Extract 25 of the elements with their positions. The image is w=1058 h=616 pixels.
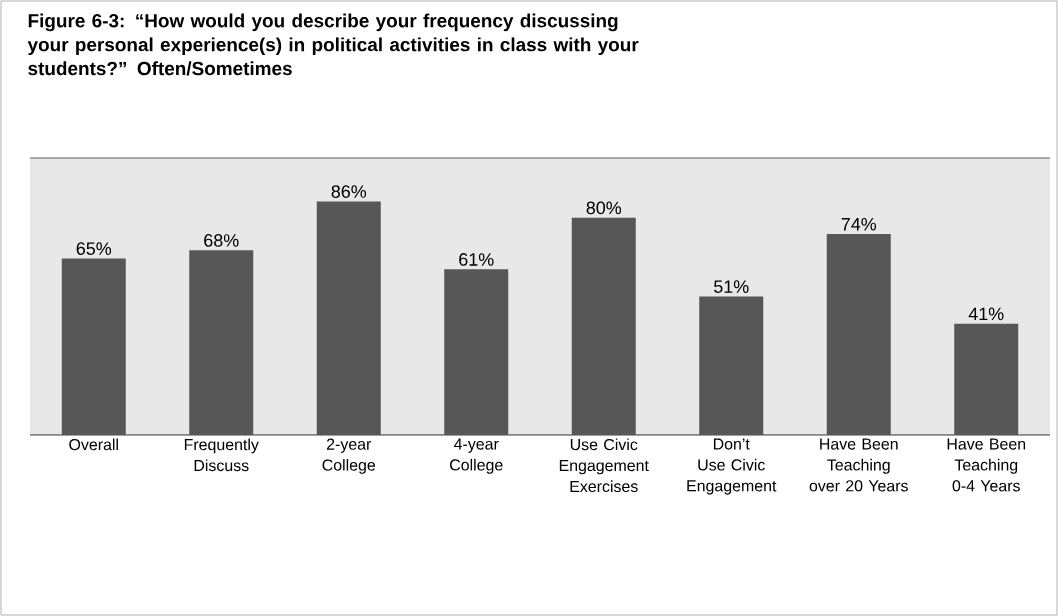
- x-tick-label: 4-year College: [450, 438, 503, 474]
- data-label: 80%: [586, 201, 622, 215]
- bar: [316, 201, 381, 435]
- x-tick-label: Use Civic Engagement Exercises: [559, 438, 649, 493]
- x-tick-label: Frequently Discuss: [184, 438, 259, 472]
- chart-title: Figure 6-3: “How would you describe your frequency discussing your personal experience(s) in political activities in class with your students?” Often/Sometimes: [27, 13, 639, 76]
- data-label: 86%: [331, 185, 367, 198]
- bar: [444, 269, 509, 435]
- x-tick-label: Have Been Teaching 0-4 Years: [947, 438, 1026, 492]
- x-tick-label: Overall: [69, 438, 118, 451]
- data-label: 61%: [459, 253, 494, 266]
- bar: [699, 296, 764, 435]
- x-tick-label: Don’t Use Civic Engagement: [687, 438, 777, 495]
- bar: [189, 250, 254, 435]
- x-tick-label: 2-year College: [322, 438, 376, 474]
- data-label: 65%: [76, 242, 112, 255]
- data-label: 74%: [841, 217, 877, 231]
- bar: [954, 323, 1019, 435]
- bar: [571, 217, 636, 435]
- data-label: 41%: [968, 307, 1004, 321]
- x-tick-label: Have Been Teaching over 20 Years: [809, 438, 908, 492]
- data-label: 51%: [714, 280, 749, 293]
- bar: [61, 258, 126, 435]
- data-label: 68%: [204, 234, 239, 247]
- bar: [826, 234, 891, 435]
